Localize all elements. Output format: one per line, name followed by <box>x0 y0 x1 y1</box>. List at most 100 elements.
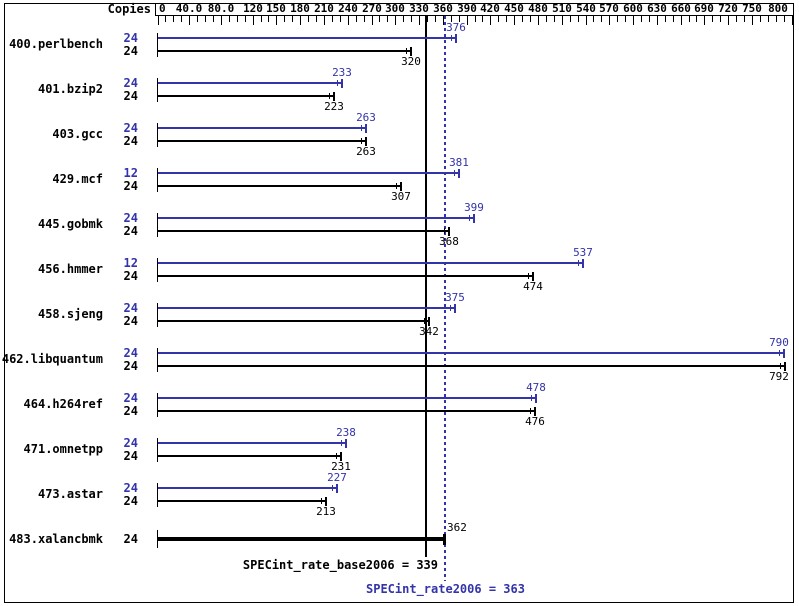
axis-tick-label: 300 <box>385 2 405 15</box>
axis-tick-label: 690 <box>694 2 714 15</box>
axis-tick-label: 720 <box>718 2 738 15</box>
bar-value-label: 790 <box>769 336 789 349</box>
axis-tick-major <box>538 16 539 25</box>
bar-value-label: 263 <box>356 111 376 124</box>
benchmark-label: 400.perlbench <box>9 37 103 51</box>
bar-end-cap <box>365 137 367 146</box>
axis-tick-label: 450 <box>504 2 524 15</box>
bar-run-tick <box>454 170 455 176</box>
bar-end-cap <box>534 407 536 416</box>
bar-end-cap <box>582 259 584 268</box>
axis-tick-major <box>253 16 254 25</box>
bar-base <box>158 50 411 52</box>
bar-run-tick <box>444 228 445 234</box>
copies-value: 24 <box>123 532 138 546</box>
axis-tick-minor <box>411 16 412 22</box>
axis-tick-minor <box>578 16 579 22</box>
bar-run-tick <box>361 138 362 144</box>
axis-tick-minor <box>332 16 333 22</box>
axis-tick-minor <box>237 16 238 22</box>
axis-tick-minor <box>229 16 230 22</box>
axis-tick-label: 210 <box>314 2 334 15</box>
copies-value: 24 <box>123 449 138 463</box>
axis-tick-minor <box>340 16 341 22</box>
bar-end-cap <box>341 79 343 88</box>
bar-value-label: 263 <box>356 145 376 158</box>
axis-tick-major <box>324 16 325 25</box>
axis-tick-minor <box>427 16 428 22</box>
copies-value: 24 <box>123 346 138 360</box>
axis-tick-label: 510 <box>552 2 572 15</box>
bar-run-tick <box>530 408 531 414</box>
copies-value: 24 <box>123 269 138 283</box>
bar-base <box>158 410 535 412</box>
axis-tick-major <box>276 16 277 25</box>
copies-value: 24 <box>123 121 138 135</box>
axis-tick-label: 330 <box>409 2 429 15</box>
axis-tick-label: 540 <box>576 2 596 15</box>
bar-end-cap <box>473 214 475 223</box>
axis-tick-minor <box>451 16 452 22</box>
bar-end-cap <box>336 484 338 493</box>
axis-tick-minor <box>712 16 713 22</box>
axis-tick-major <box>348 16 349 25</box>
axis-tick-minor <box>784 16 785 22</box>
benchmark-label: 429.mcf <box>52 172 103 186</box>
axis-tick-major <box>419 16 420 25</box>
axis-tick-major <box>704 16 705 25</box>
bar-value-label: 375 <box>445 291 465 304</box>
bar-run-tick <box>424 318 425 324</box>
bar-base <box>158 230 449 232</box>
axis-tick-minor <box>776 16 777 22</box>
copies-value: 24 <box>123 404 138 418</box>
axis-tick-major <box>221 16 222 25</box>
axis-tick-minor <box>665 16 666 22</box>
axis-tick-major <box>300 16 301 25</box>
copies-value: 24 <box>123 301 138 315</box>
axis-tick-major <box>681 16 682 25</box>
axis-tick-label: 750 <box>742 2 762 15</box>
axis-tick-minor <box>403 16 404 22</box>
axis-tick-minor <box>506 16 507 22</box>
benchmark-label: 464.h264ref <box>23 397 103 411</box>
bar-end-cap <box>535 394 537 403</box>
bar-run-tick <box>406 48 407 54</box>
copies-value: 24 <box>123 134 138 148</box>
bar-value-label: 362 <box>447 521 467 534</box>
bar-value-label: 223 <box>324 100 344 113</box>
bar-value-label: 307 <box>391 190 411 203</box>
axis-tick-minor <box>689 16 690 22</box>
axis-tick-minor <box>498 16 499 22</box>
bar-base <box>158 140 366 142</box>
benchmark-label: 471.omnetpp <box>23 442 103 456</box>
axis-tick-label: 240 <box>338 2 358 15</box>
bar-end-cap <box>783 349 785 358</box>
row-baseline-tick <box>157 348 158 372</box>
axis-tick-minor <box>617 16 618 22</box>
copies-value: 12 <box>123 256 138 270</box>
bar-peak <box>158 262 583 264</box>
benchmark-label: 401.bzip2 <box>37 82 103 96</box>
row-baseline-tick <box>157 168 158 192</box>
axis-tick-minor <box>165 16 166 22</box>
copies-value: 24 <box>123 31 138 45</box>
axis-tick-minor <box>522 16 523 22</box>
bar-value-label: 368 <box>439 235 459 248</box>
benchmark-label: 403.gcc <box>52 127 103 141</box>
bar-base <box>158 275 533 277</box>
bar-peak <box>158 172 459 174</box>
copies-axis-separator <box>155 3 156 16</box>
axis-tick-minor <box>482 16 483 22</box>
bar-run-tick <box>337 80 338 86</box>
axis-tick-label: 600 <box>623 2 643 15</box>
axis-tick-minor <box>205 16 206 22</box>
axis-tick-minor <box>181 16 182 22</box>
bar-value-label: 381 <box>449 156 469 169</box>
axis-tick-label: 480 <box>528 2 548 15</box>
bar-peak <box>158 487 337 489</box>
bar-end-cap <box>454 304 456 313</box>
axis-tick-major <box>467 16 468 25</box>
bar-run-tick <box>531 395 532 401</box>
axis-tick-minor <box>284 16 285 22</box>
